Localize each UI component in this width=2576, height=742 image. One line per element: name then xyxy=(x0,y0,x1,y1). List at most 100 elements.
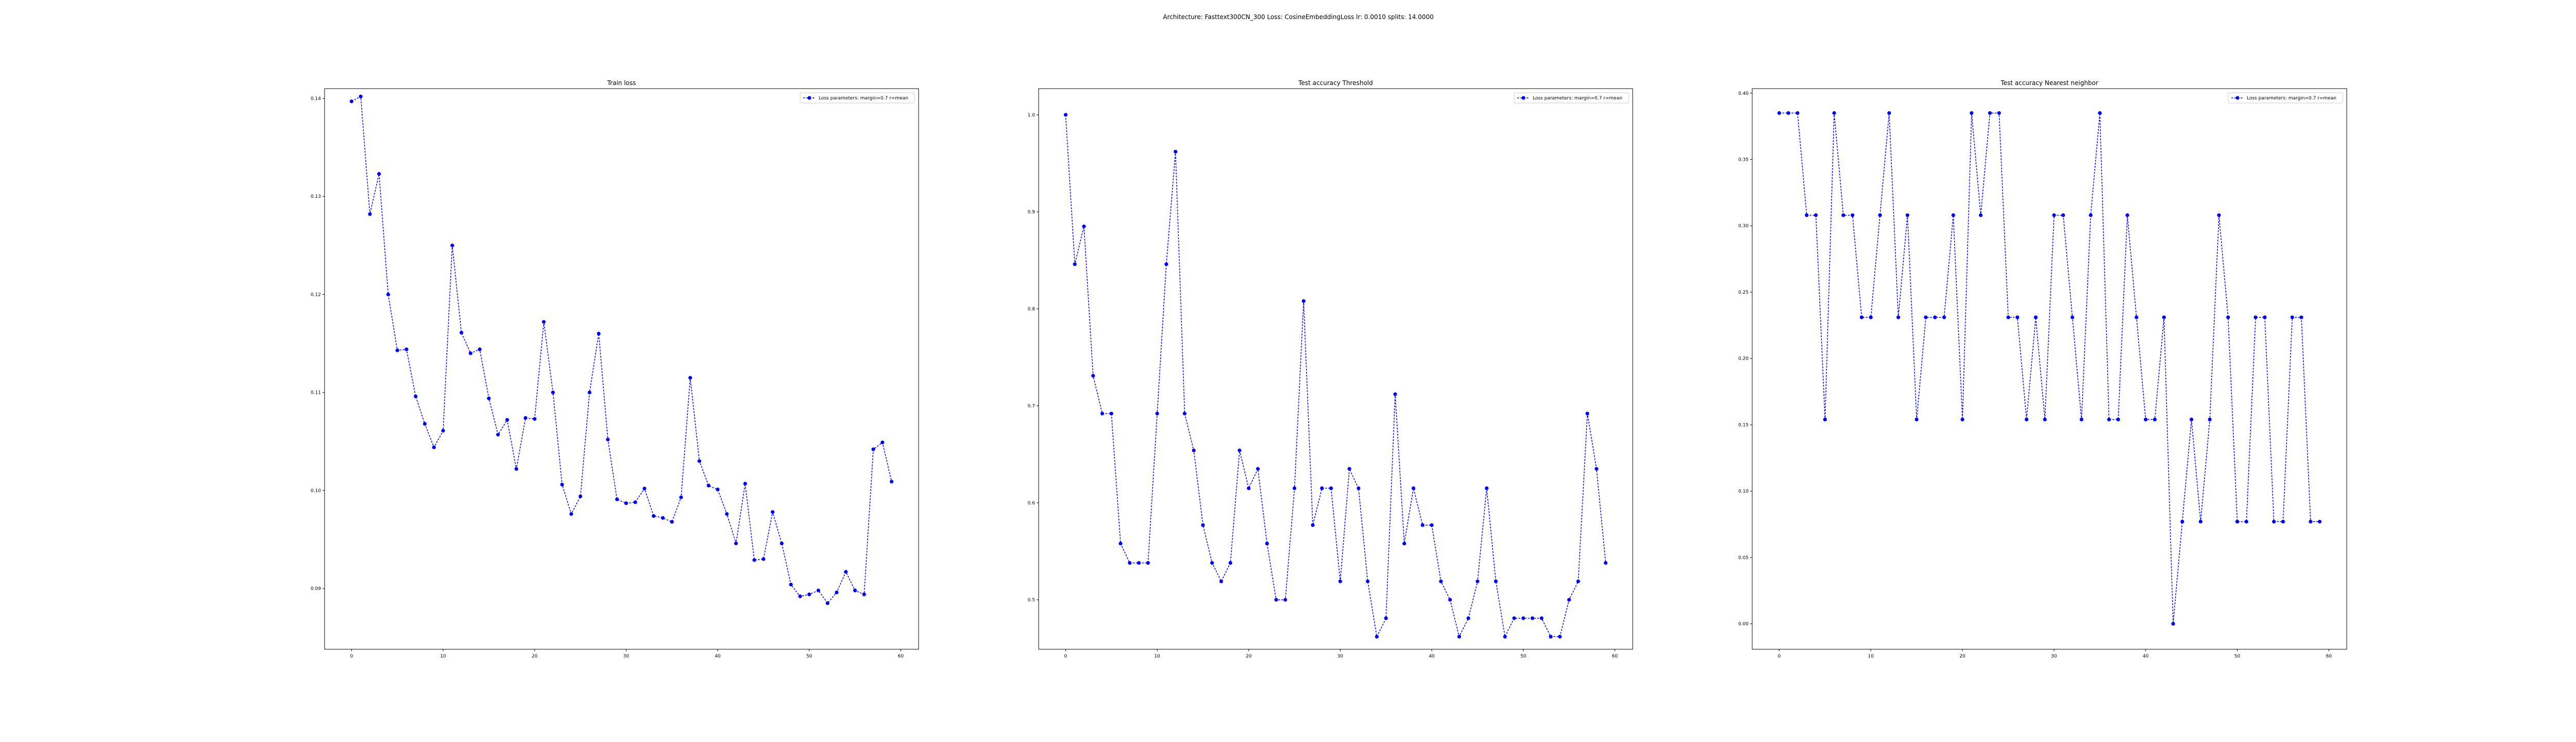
legend-marker xyxy=(2235,96,2240,100)
data-point xyxy=(1869,315,1873,319)
data-point xyxy=(880,441,885,445)
data-point xyxy=(2198,519,2202,524)
data-point xyxy=(1256,467,1260,471)
axes-title: Test accuracy Nearest neighbor xyxy=(2000,79,2098,87)
data-point xyxy=(1329,486,1333,491)
data-point xyxy=(2309,519,2313,524)
data-point xyxy=(1777,111,1782,115)
data-point xyxy=(1384,616,1388,620)
data-point xyxy=(2299,315,2303,319)
x-tick-label: 50 xyxy=(1520,654,1527,659)
data-point xyxy=(2281,519,2285,524)
series-line xyxy=(1065,114,1606,638)
legend-marker xyxy=(807,96,811,100)
y-tick-label: 0.13 xyxy=(311,194,321,199)
data-point xyxy=(2235,519,2240,524)
data-point xyxy=(1960,417,1964,421)
data-point xyxy=(2180,519,2184,524)
data-point xyxy=(551,391,555,395)
data-point xyxy=(2217,213,2221,217)
data-point xyxy=(1603,561,1608,565)
data-point xyxy=(1979,213,1983,217)
data-point xyxy=(487,396,491,400)
data-point xyxy=(1155,411,1159,416)
data-point xyxy=(1494,579,1498,583)
data-point xyxy=(1832,111,1836,115)
data-point xyxy=(2208,417,2212,421)
data-point xyxy=(1219,579,1224,583)
x-tick-label: 30 xyxy=(623,654,630,659)
data-point xyxy=(2015,315,2020,319)
data-point xyxy=(816,588,821,593)
data-point xyxy=(1970,111,1974,115)
y-tick-label: 0.40 xyxy=(1738,91,1749,96)
data-point xyxy=(889,480,894,484)
data-point xyxy=(1173,149,1178,154)
axes-frame xyxy=(1752,88,2347,650)
data-point xyxy=(1914,417,1919,421)
y-tick-label: 0.09 xyxy=(311,586,321,592)
data-point xyxy=(1073,262,1077,266)
data-point xyxy=(1265,542,1269,546)
x-tick-label: 0 xyxy=(350,654,353,659)
x-tick-label: 60 xyxy=(898,654,904,659)
data-point xyxy=(2079,417,2083,421)
data-point xyxy=(1238,448,1242,452)
data-point xyxy=(1512,616,1516,620)
y-tick-label: 0.10 xyxy=(311,488,321,494)
x-tick-label: 60 xyxy=(1612,654,1618,659)
data-point xyxy=(1997,111,2001,115)
data-point xyxy=(459,331,464,335)
subplot-test-accuracy-threshold: Test accuracy Threshold 0 10 20 30 40 50 60 0.5 0… xyxy=(1028,79,1633,659)
data-point xyxy=(1091,374,1095,378)
data-point xyxy=(1347,467,1351,471)
data-point xyxy=(587,391,591,395)
data-point xyxy=(652,514,656,518)
data-point xyxy=(1439,579,1443,583)
data-point xyxy=(2089,213,2093,217)
data-point xyxy=(853,588,857,593)
data-point xyxy=(844,570,848,574)
legend-label: Loss parameters: margin=0.7 r=mean xyxy=(819,96,908,101)
data-point xyxy=(743,481,747,486)
x-tick-label: 60 xyxy=(2326,654,2332,659)
data-point xyxy=(606,437,610,442)
y-tick-label: 0.12 xyxy=(311,292,321,297)
data-point xyxy=(422,421,427,426)
data-point xyxy=(578,494,583,498)
figure-suptitle: Architecture: Fasttext300CN_300 Loss: Co… xyxy=(1163,13,1434,21)
data-point xyxy=(414,394,418,398)
data-point xyxy=(1595,467,1599,471)
data-point xyxy=(1366,579,1370,583)
data-point xyxy=(1988,111,1992,115)
data-point xyxy=(1823,417,1827,421)
data-point xyxy=(2153,417,2157,421)
data-point xyxy=(2006,315,2010,319)
y-tick-label: 0.5 xyxy=(1028,598,1035,603)
data-point xyxy=(1585,411,1589,416)
data-point xyxy=(2171,621,2175,626)
data-point xyxy=(1283,598,1287,602)
data-point xyxy=(386,292,391,297)
legend-label: Loss parameters: margin=0.7 r=mean xyxy=(2247,96,2336,101)
data-point xyxy=(798,594,802,598)
data-point xyxy=(1082,224,1086,228)
data-point xyxy=(2162,315,2166,319)
data-point xyxy=(1118,542,1123,546)
data-point xyxy=(1430,523,1434,527)
data-point xyxy=(1228,561,1232,565)
legend-label: Loss parameters: margin=0.7 r=mean xyxy=(1533,96,1622,101)
data-point xyxy=(1301,299,1306,303)
data-point xyxy=(505,418,510,422)
data-point xyxy=(1503,634,1507,639)
series-line xyxy=(351,95,892,604)
x-tick-label: 20 xyxy=(1959,654,1965,659)
data-point xyxy=(1539,616,1544,620)
data-point xyxy=(1192,448,1196,452)
data-point xyxy=(2290,315,2294,319)
y-tick-label: 0.11 xyxy=(311,391,321,396)
series-line xyxy=(1779,112,2320,624)
data-point xyxy=(1942,315,1946,319)
x-tick-label: 50 xyxy=(806,654,812,659)
